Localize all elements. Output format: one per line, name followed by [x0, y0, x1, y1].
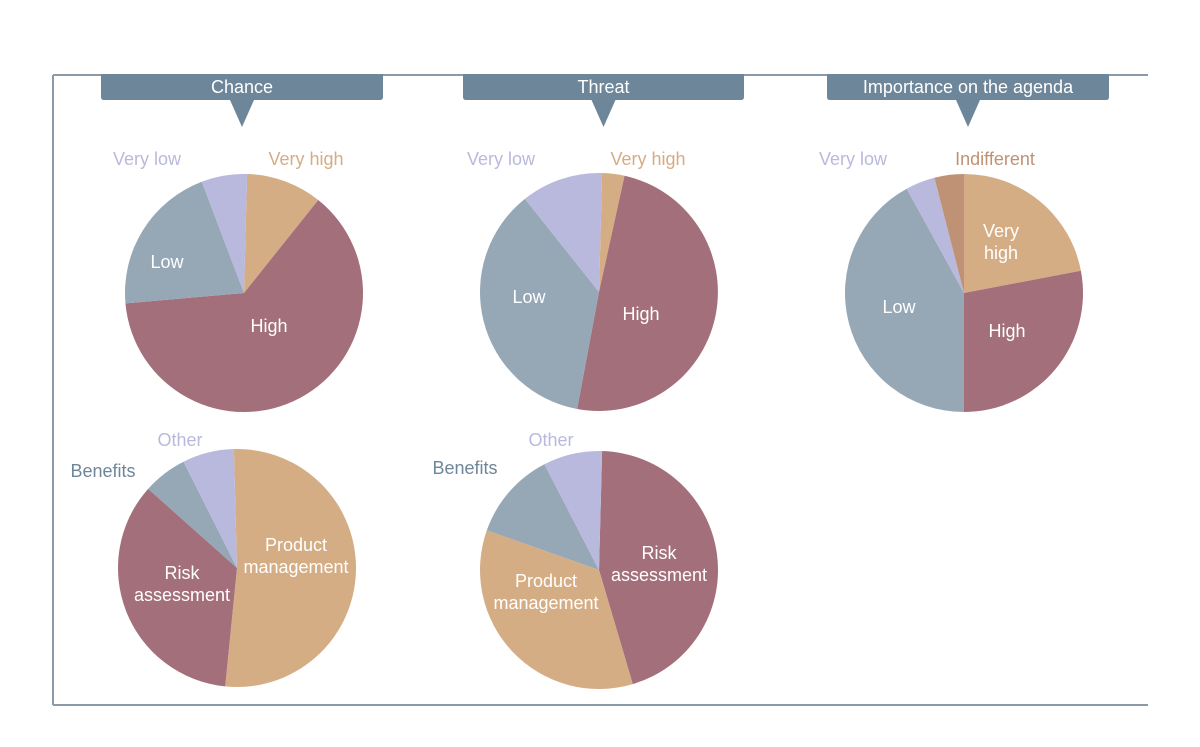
pie-4-label-benefits: Benefits [70, 461, 135, 481]
importance-header-text: Importance on the agenda [863, 77, 1074, 97]
pie-3-slice-very-high [964, 174, 1081, 293]
pie-5-label-benefits: Benefits [432, 458, 497, 478]
pie-5-slice-product-management [480, 530, 633, 689]
pie-2-slice-very-high [599, 173, 625, 292]
pie-2-slice-low [480, 198, 599, 409]
pie-2-label-low: Low [512, 287, 546, 307]
pie-3-slice-indifferent [934, 174, 964, 293]
pie-4-slice-risk-assessment [118, 488, 237, 687]
pie-3-label-very-low: Very low [819, 149, 888, 169]
pie-chart-5: Risk assessment Product management Benefits O… [432, 430, 719, 689]
pie-3-label-low: Low [882, 297, 916, 317]
pie-2-label-very-high: Very high [610, 149, 685, 169]
threat-header: Threat [463, 74, 744, 127]
pie-5-label-other: Other [528, 430, 573, 450]
pie-2-slice-high [577, 175, 718, 411]
pie-3-slice-low [844, 188, 964, 412]
pie-4-slice-benefits [148, 461, 237, 568]
pie-1-label-low: Low [150, 252, 184, 272]
pie-1-slice-high [125, 200, 363, 413]
pie-5-slice-other [544, 450, 603, 570]
pie-3-label-indifferent: Indifferent [955, 149, 1035, 169]
threat-header-text: Threat [577, 77, 629, 97]
pie-4-slice-product-management [225, 448, 357, 687]
chance-header-text: Chance [211, 77, 273, 97]
pie-2-label-very-low: Very low [467, 149, 536, 169]
pie-1-slice-low [124, 181, 244, 304]
pie-1-label-very-low: Very low [113, 149, 182, 169]
pie-2-slice-very-low [524, 172, 603, 292]
pie-charts: Very high High Low Very low Very high High Low… [70, 149, 1083, 689]
pie-2-label-high: High [622, 304, 659, 324]
pie-5-slice-benefits [486, 464, 599, 570]
pie-3-slice-very-low [906, 177, 964, 293]
pie-3-label-high: High [988, 321, 1025, 341]
pie-1-slice-very-low [201, 173, 248, 293]
pie-4-label-risk-assessment: Risk assessment [134, 563, 230, 605]
pie-chart-2: Very high High Low Very low [467, 149, 718, 411]
pie-4-label-product-management: Product management [243, 535, 348, 577]
pie-5-label-product-management: Product management [493, 571, 598, 613]
pie-4-label-other: Other [157, 430, 202, 450]
pie-5-slice-risk-assessment [599, 451, 719, 685]
pie-chart-4: Product management Risk assessment Benefits O… [70, 430, 357, 687]
pie-4-slice-other [183, 449, 237, 568]
pie-5-label-risk-assessment: Risk assessment [611, 543, 707, 585]
importance-header-tab [827, 74, 1109, 127]
pie-chart-1: Very high High Low Very low [113, 149, 363, 413]
pie-3-slice-high [964, 270, 1083, 412]
pie-1-label-very-high: Very high [268, 149, 343, 169]
pie-1-slice-very-high [244, 174, 319, 293]
pie-chart-3: Very high High Low Very low Indifferent [819, 149, 1083, 412]
chance-header: Chance [101, 74, 383, 127]
pie-3-label-very-high: Very high [983, 221, 1019, 263]
pie-1-label-high: High [250, 316, 287, 336]
importance-header: Importance on the agenda [827, 74, 1109, 127]
threat-header-tab [463, 74, 744, 127]
chance-header-tab [101, 74, 383, 127]
